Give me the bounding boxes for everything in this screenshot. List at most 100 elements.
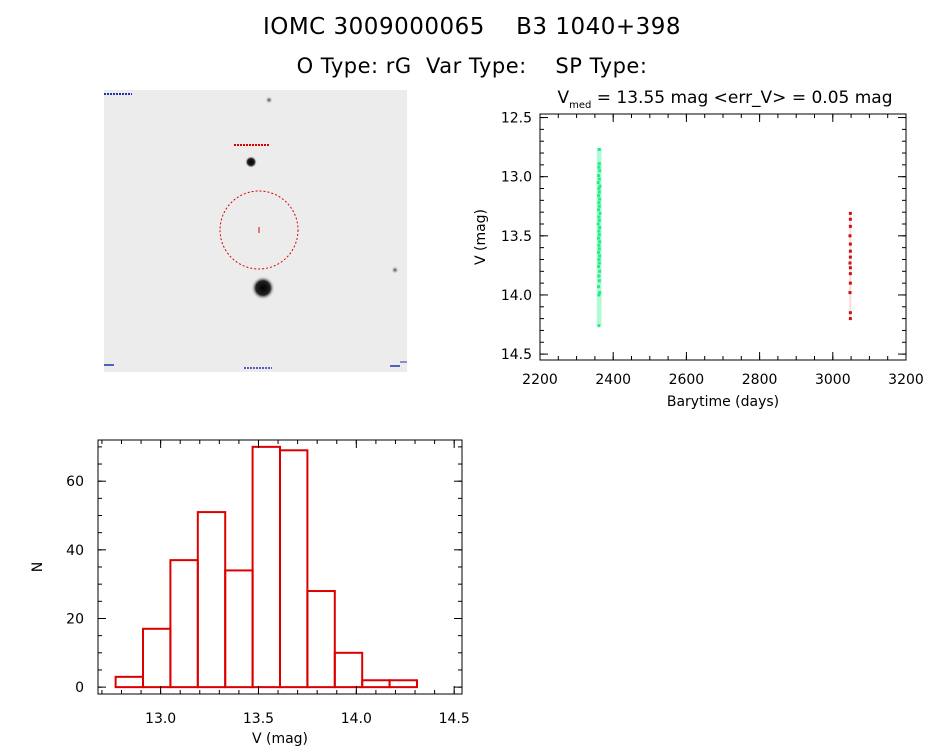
series-1-point bbox=[597, 257, 601, 261]
x-tick-label: 2400 bbox=[595, 372, 631, 388]
series-1-point bbox=[597, 218, 601, 222]
series-1-point bbox=[598, 269, 602, 273]
histogram-bar bbox=[251, 445, 282, 689]
series-1-point bbox=[598, 169, 602, 173]
series-2-point bbox=[848, 261, 852, 265]
orientation-arrow-icon bbox=[400, 361, 407, 363]
field-star bbox=[391, 266, 399, 274]
light-curve-chart: Vmed = 13.55 mag <err_V> = 0.05 mag 2200 2… bbox=[473, 88, 924, 410]
series-1-point bbox=[597, 174, 601, 177]
series-1-point bbox=[597, 236, 601, 240]
y-tick-label: 0 bbox=[75, 680, 84, 696]
series-1-point bbox=[597, 279, 601, 283]
series-1-point bbox=[598, 291, 602, 295]
histogram-bar bbox=[361, 679, 391, 689]
series-1-point bbox=[597, 247, 601, 251]
y-tick-label: 40 bbox=[66, 543, 84, 559]
series-1-point bbox=[598, 197, 602, 201]
x-tick-label: 13.5 bbox=[243, 711, 274, 727]
histogram-bar bbox=[279, 449, 309, 689]
histogram-bar bbox=[142, 627, 172, 689]
series-1-point bbox=[597, 265, 601, 269]
y-axis-label: V (mag) bbox=[473, 209, 489, 265]
series-1-point bbox=[597, 147, 601, 151]
series-1-point bbox=[596, 222, 600, 226]
x-axis-label: V (mag) bbox=[252, 731, 308, 747]
series-1-point bbox=[597, 204, 601, 208]
x-tick-label: 2800 bbox=[742, 372, 778, 388]
histogram-bar bbox=[196, 511, 227, 689]
series-1-point bbox=[597, 250, 601, 254]
field-star bbox=[245, 156, 257, 168]
x-tick-label: 3000 bbox=[815, 372, 851, 388]
y-axis-label: N bbox=[30, 562, 46, 572]
series-1-point bbox=[597, 194, 601, 198]
series-1-point bbox=[598, 184, 602, 188]
histogram-bar bbox=[306, 590, 336, 689]
series-2-point bbox=[848, 281, 852, 285]
series-1-point bbox=[597, 324, 601, 328]
series-1-point bbox=[597, 190, 601, 194]
series-1-point bbox=[598, 240, 602, 244]
series-2-point bbox=[848, 234, 852, 238]
x-tick-label: 14.5 bbox=[439, 711, 470, 727]
magnitude-histogram: 13.0 13.5 14.0 14.5 0 20 40 60 V (mag) N bbox=[30, 439, 470, 747]
series-2-point bbox=[848, 242, 852, 246]
series-1-point bbox=[598, 211, 602, 215]
finding-chart-image bbox=[104, 90, 407, 372]
series-2-point bbox=[848, 266, 852, 270]
star-id-title: IOMC 3009000065 B3 1040+398 bbox=[262, 14, 682, 40]
series-2-point bbox=[848, 249, 852, 253]
y-tick-label: 20 bbox=[66, 611, 84, 627]
series-2-band bbox=[849, 212, 852, 319]
y-tick-label: 13.5 bbox=[501, 229, 532, 245]
series-1-point bbox=[597, 233, 601, 237]
series-1-point bbox=[597, 165, 601, 169]
series-2-point bbox=[848, 211, 852, 215]
light-curve-title: Vmed = 13.55 mag <err_V> = 0.05 mag bbox=[557, 88, 892, 111]
series-1-point bbox=[597, 229, 601, 233]
series-2-point bbox=[848, 272, 852, 276]
x-axis-label: Barytime (days) bbox=[667, 394, 779, 410]
series-1-point bbox=[597, 215, 601, 219]
series-1-point bbox=[598, 254, 602, 258]
series-2-point bbox=[848, 224, 852, 228]
series-1-point bbox=[597, 274, 601, 278]
bright-field-star bbox=[251, 276, 275, 300]
x-tick-label: 13.0 bbox=[145, 711, 176, 727]
series-1-point bbox=[597, 208, 601, 212]
series-2-point bbox=[848, 255, 852, 259]
y-tick-label: 12.5 bbox=[501, 111, 532, 127]
series-1-point bbox=[597, 285, 601, 289]
y-tick-label: 13.0 bbox=[501, 170, 532, 186]
series-1-point bbox=[597, 177, 601, 181]
x-tick-label: 14.0 bbox=[341, 711, 372, 727]
target-circle bbox=[219, 190, 299, 270]
field-star bbox=[265, 96, 273, 104]
series-1-point bbox=[597, 162, 601, 166]
series-2-point bbox=[848, 317, 852, 321]
histogram-bar bbox=[333, 651, 364, 689]
series-1-point bbox=[597, 261, 601, 265]
x-tick-label: 2600 bbox=[669, 372, 705, 388]
y-tick-label: 60 bbox=[66, 474, 84, 490]
y-tick-label: 14.5 bbox=[501, 347, 532, 363]
series-1-point bbox=[597, 187, 601, 191]
series-2-point bbox=[848, 217, 852, 221]
x-tick-label: 2200 bbox=[522, 372, 558, 388]
histogram-bar bbox=[169, 559, 199, 689]
y-tick-label: 14.0 bbox=[501, 288, 532, 304]
series-1-point bbox=[597, 293, 601, 297]
sky-noise bbox=[104, 90, 407, 372]
series-1-point bbox=[597, 201, 601, 205]
type-info-title: O Type: rG Var Type: SP Type: bbox=[296, 54, 648, 78]
series-1-point bbox=[598, 226, 602, 230]
x-tick-label: 3200 bbox=[888, 372, 924, 388]
series-2-point bbox=[848, 291, 852, 295]
histogram-bar bbox=[388, 679, 418, 689]
series-1-point bbox=[596, 181, 600, 185]
series-2-point bbox=[848, 311, 852, 315]
histogram-bar bbox=[224, 569, 254, 689]
histogram-bar bbox=[114, 675, 145, 689]
series-1-point bbox=[597, 243, 601, 247]
